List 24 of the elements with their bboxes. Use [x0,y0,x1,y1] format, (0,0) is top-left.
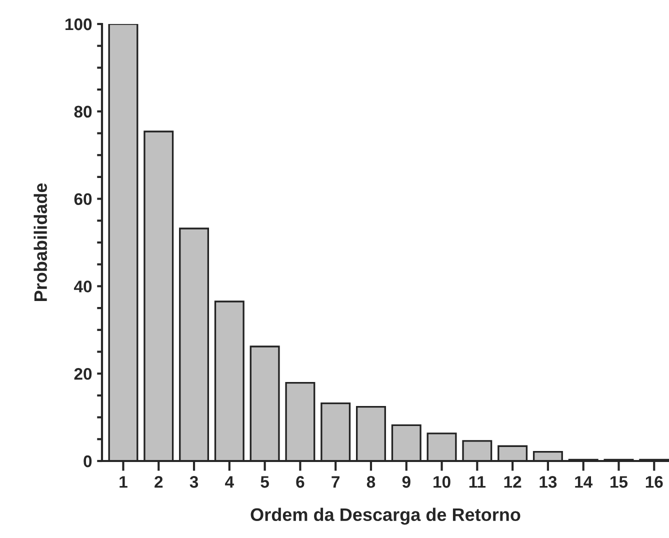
x-tick-label: 8 [366,476,376,488]
x-tick-label: 14 [575,476,593,488]
x-tick-label: 2 [154,476,163,488]
x-tick-label: 7 [332,476,340,488]
x-tick-label: 10 [434,476,450,488]
y-tick-label: 20 [74,368,92,380]
x-tick-label: 4 [225,476,234,488]
y-axis-title: Probabilidade [34,183,48,301]
x-tick-label: 9 [402,476,410,488]
x-tick-label: 13 [540,476,557,488]
y-tick-label: 80 [74,106,92,118]
x-tick-label: 5 [260,476,269,488]
x-axis-title: Ordem da Descarga de Retorno [250,508,520,525]
x-tick-label: 6 [296,476,304,488]
x-tick-label: 1 [120,476,128,488]
x-tick-label: 16 [646,476,663,488]
y-tick-label: 40 [74,280,92,292]
y-tick-label: 0 [84,455,92,468]
x-tick-label: 15 [610,476,628,488]
x-tick-label: 3 [190,476,198,488]
x-tick-label: 11 [469,476,486,488]
y-tick-label: 60 [74,193,92,206]
y-tick-label: 100 [66,18,92,30]
x-tick-label: 12 [504,476,522,488]
